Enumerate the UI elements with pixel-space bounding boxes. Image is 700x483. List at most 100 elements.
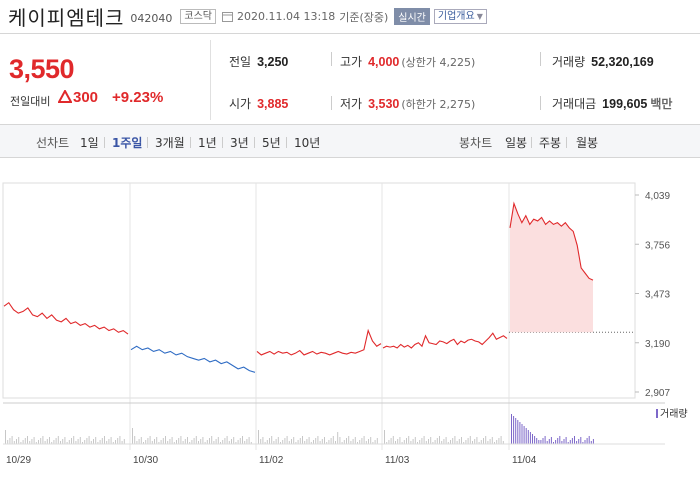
volume-bar — [582, 442, 584, 444]
volume-bar — [246, 439, 248, 444]
volume-bar — [233, 437, 235, 444]
volume-bar — [447, 442, 449, 444]
volume-bar — [44, 441, 46, 444]
stock-name: 케이피엠테크 — [8, 6, 125, 30]
volume-bar — [502, 441, 504, 444]
volume-bar — [29, 441, 31, 444]
volume-bar — [421, 438, 423, 444]
volume-bar — [372, 442, 374, 444]
volume-bar — [308, 437, 310, 444]
volume-bar — [498, 438, 500, 444]
volume-bar — [487, 441, 489, 444]
chart-period-tabs: 선차트 1일 1주일 3개월 1년 3년 5년 10년 봉차트 일봉 주봉 월봉 — [0, 124, 700, 158]
x-tick-label: 11/04 — [512, 455, 537, 466]
volume-bar — [235, 442, 237, 444]
volume-bar — [258, 430, 259, 444]
volume-bar — [284, 438, 286, 444]
volume-bar — [361, 438, 363, 444]
volume-bar — [5, 430, 6, 444]
volume-legend-swatch — [656, 409, 658, 418]
volume-bar — [410, 441, 412, 444]
low-label: 저가 — [340, 97, 363, 111]
tab-3month[interactable]: 3개월 — [155, 136, 185, 150]
volume-bar — [434, 440, 436, 444]
volume-bar — [38, 440, 39, 444]
tab-weekly-candle[interactable]: 주봉 — [539, 136, 562, 150]
volume-bar — [169, 439, 171, 444]
volume-bar — [388, 440, 390, 444]
up-area-fill — [510, 203, 593, 333]
volume-bar — [191, 440, 193, 444]
volume-bar — [151, 441, 153, 444]
trade-amount: 거래대금 199,605 백만 — [552, 95, 672, 112]
volume-bar — [494, 442, 495, 444]
volume-bar — [324, 437, 325, 444]
volume-bar — [13, 441, 15, 444]
volume-bar — [248, 437, 250, 444]
volume-bar — [239, 438, 241, 444]
volume-bar — [40, 438, 42, 444]
volume-bar — [302, 436, 303, 444]
plot-frame — [2, 182, 636, 399]
volume-bar — [419, 440, 421, 444]
volume-bar — [332, 436, 334, 444]
volume-bar — [178, 438, 180, 444]
volume-bar — [485, 436, 487, 444]
volume-bar — [184, 439, 186, 444]
tab-1year[interactable]: 1년 — [198, 136, 217, 150]
volume-bar — [341, 442, 343, 444]
volume-bar — [430, 437, 432, 444]
volume-bar — [374, 440, 376, 444]
volume-bar — [75, 441, 77, 444]
volume-bar — [384, 430, 385, 444]
volume-bar — [16, 439, 17, 444]
tab-monthly-candle[interactable]: 월봉 — [576, 136, 599, 150]
calendar-icon — [222, 12, 234, 22]
volume-bar — [226, 436, 228, 444]
volume-bar — [280, 442, 281, 444]
tab-10year[interactable]: 10년 — [294, 136, 321, 150]
tab-daily-candle[interactable]: 일봉 — [505, 136, 528, 150]
volume-bar — [64, 437, 66, 444]
volume-bar — [319, 441, 321, 444]
volume-bar — [538, 440, 540, 444]
price-line-11-04 — [509, 201, 594, 281]
volume-bar — [586, 438, 588, 444]
tab-5year[interactable]: 5년 — [262, 136, 281, 150]
upper-limit: (상한가 4,225) — [401, 56, 476, 69]
volume-bar — [392, 436, 394, 444]
divider — [540, 96, 541, 110]
volume-bar — [200, 439, 202, 444]
volume-bar — [432, 442, 434, 444]
day-low: 저가 3,530 (하한가 2,275) — [340, 95, 475, 112]
volume-bar — [544, 436, 546, 444]
tab-1week[interactable]: 1주일 — [112, 136, 143, 150]
volume-bar — [326, 442, 328, 444]
volume-bar — [215, 439, 217, 444]
volume-bar — [193, 438, 195, 444]
tab-1day[interactable]: 1일 — [80, 136, 99, 150]
volume-bar — [443, 439, 445, 444]
volume-bar — [315, 438, 317, 444]
volume-bar — [7, 440, 9, 444]
realtime-button[interactable]: 실시간 — [394, 8, 430, 25]
volume-bar — [53, 440, 55, 444]
price-line-10-29 — [3, 301, 129, 335]
volume-bar — [154, 439, 155, 444]
quote-basis: 기준(장중) — [339, 10, 389, 24]
market-badge: 코스닥 — [180, 9, 217, 24]
volume-bar — [147, 438, 149, 444]
volume-bar — [264, 442, 266, 444]
volume-bar — [425, 441, 427, 444]
volume-bar — [297, 440, 299, 444]
amount-unit: 백만 — [650, 97, 673, 111]
volume-bar — [134, 436, 136, 444]
volume-bar — [397, 439, 399, 444]
tab-3year[interactable]: 3년 — [230, 136, 249, 150]
volume-bar — [472, 441, 473, 444]
divider — [566, 137, 567, 148]
volume-bar — [592, 439, 594, 444]
volume-bar — [275, 439, 277, 444]
company-overview-dropdown[interactable]: 기업개요 ▼ — [433, 9, 487, 24]
volume-bar — [328, 440, 330, 444]
